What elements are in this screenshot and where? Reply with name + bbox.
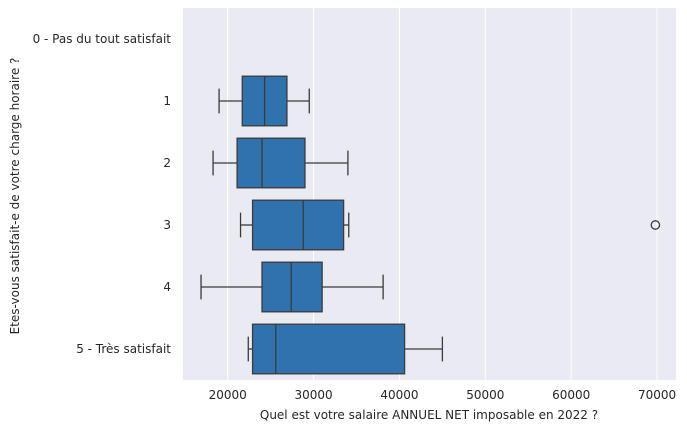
y-tick-label: 5 - Très satisfait bbox=[76, 342, 171, 356]
box bbox=[236, 137, 306, 189]
x-tick-label: 20000 bbox=[209, 388, 247, 402]
box-group bbox=[239, 199, 661, 251]
box bbox=[251, 199, 345, 251]
boxes bbox=[200, 75, 661, 375]
y-tick-label: 3 bbox=[163, 218, 171, 232]
x-axis-title: Quel est votre salaire ANNUEL NET imposa… bbox=[260, 408, 598, 422]
box bbox=[261, 261, 323, 313]
x-tick-label: 30000 bbox=[294, 388, 332, 402]
box-group bbox=[200, 261, 384, 313]
outlier-point bbox=[650, 220, 661, 230]
y-tick-labels: 0 - Pas du tout satisfait 1 2 3 4 5 - Très sa… bbox=[33, 32, 172, 356]
y-tick-label: 1 bbox=[163, 94, 171, 108]
y-tick-label: 2 bbox=[163, 156, 171, 170]
box-group bbox=[212, 137, 349, 189]
box-group bbox=[247, 323, 444, 375]
grid-lines bbox=[227, 8, 658, 380]
y-tick-label: 0 - Pas du tout satisfait bbox=[33, 32, 172, 46]
y-tick-label: 4 bbox=[163, 280, 171, 294]
box bbox=[251, 323, 406, 375]
plot-area bbox=[183, 8, 676, 380]
x-tick-labels: 20000 30000 40000 50000 60000 70000 bbox=[209, 388, 677, 402]
x-tick-label: 70000 bbox=[638, 388, 676, 402]
box-group bbox=[218, 75, 310, 127]
x-tick-label: 40000 bbox=[380, 388, 418, 402]
x-tick-label: 60000 bbox=[552, 388, 590, 402]
x-tick-label: 50000 bbox=[466, 388, 504, 402]
y-axis-title: Etes-vous satisfait-e de votre charge ho… bbox=[8, 58, 22, 335]
